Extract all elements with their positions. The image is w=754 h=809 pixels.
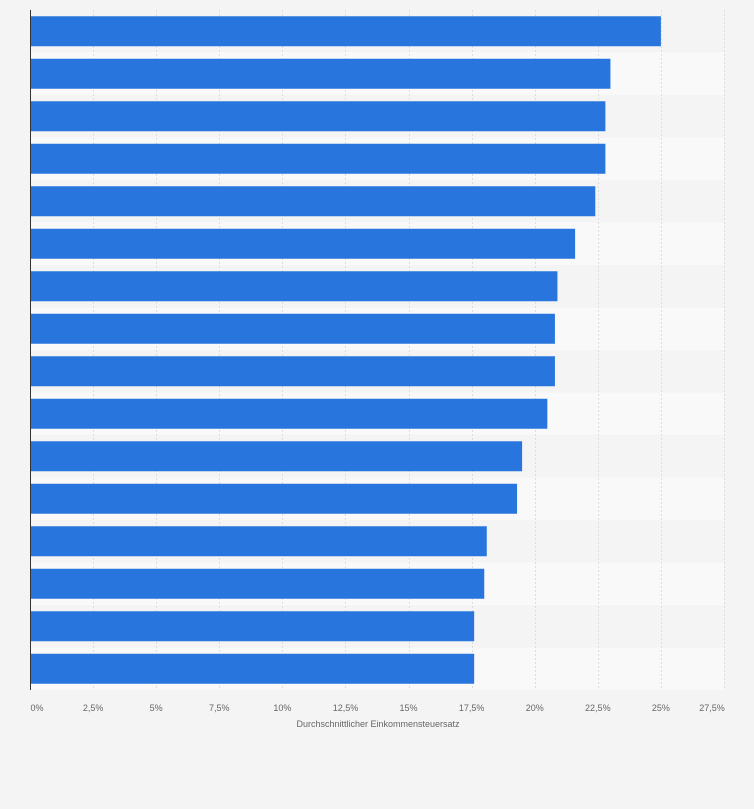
x-tick-label: 5% [150, 703, 163, 713]
x-tick-label: 7,5% [209, 703, 230, 713]
x-tick-label: 15% [400, 703, 418, 713]
bar [30, 58, 611, 89]
bar [30, 441, 523, 472]
bar [30, 611, 475, 642]
bar [30, 653, 475, 684]
x-tick-label: 12,5% [333, 703, 359, 713]
bar [30, 526, 487, 557]
x-axis-title: Durchschnittlicher Einkommensteuersatz [296, 719, 460, 729]
x-tick-label: 22,5% [585, 703, 611, 713]
x-tick-label: 27,5% [699, 703, 725, 713]
bars [30, 16, 661, 684]
bar [30, 398, 548, 429]
bar [30, 271, 558, 302]
x-axis-ticks: 0% 2,5% 5% 7,5% 10% 12,5% 15% 17,5% 20% 22,5% 25% 2… [30, 703, 724, 713]
x-tick-label: 20% [526, 703, 544, 713]
bar [30, 313, 555, 344]
bar [30, 483, 518, 514]
bar [30, 356, 555, 387]
bar [30, 143, 606, 174]
bar [30, 568, 485, 599]
x-tick-label: 0% [30, 703, 43, 713]
x-tick-label: 10% [273, 703, 291, 713]
bar [30, 228, 576, 259]
bar [30, 16, 661, 47]
bar [30, 101, 606, 132]
x-tick-label: 17,5% [459, 703, 485, 713]
x-tick-label: 25% [652, 703, 670, 713]
x-tick-label: 2,5% [83, 703, 104, 713]
bar [30, 186, 596, 217]
